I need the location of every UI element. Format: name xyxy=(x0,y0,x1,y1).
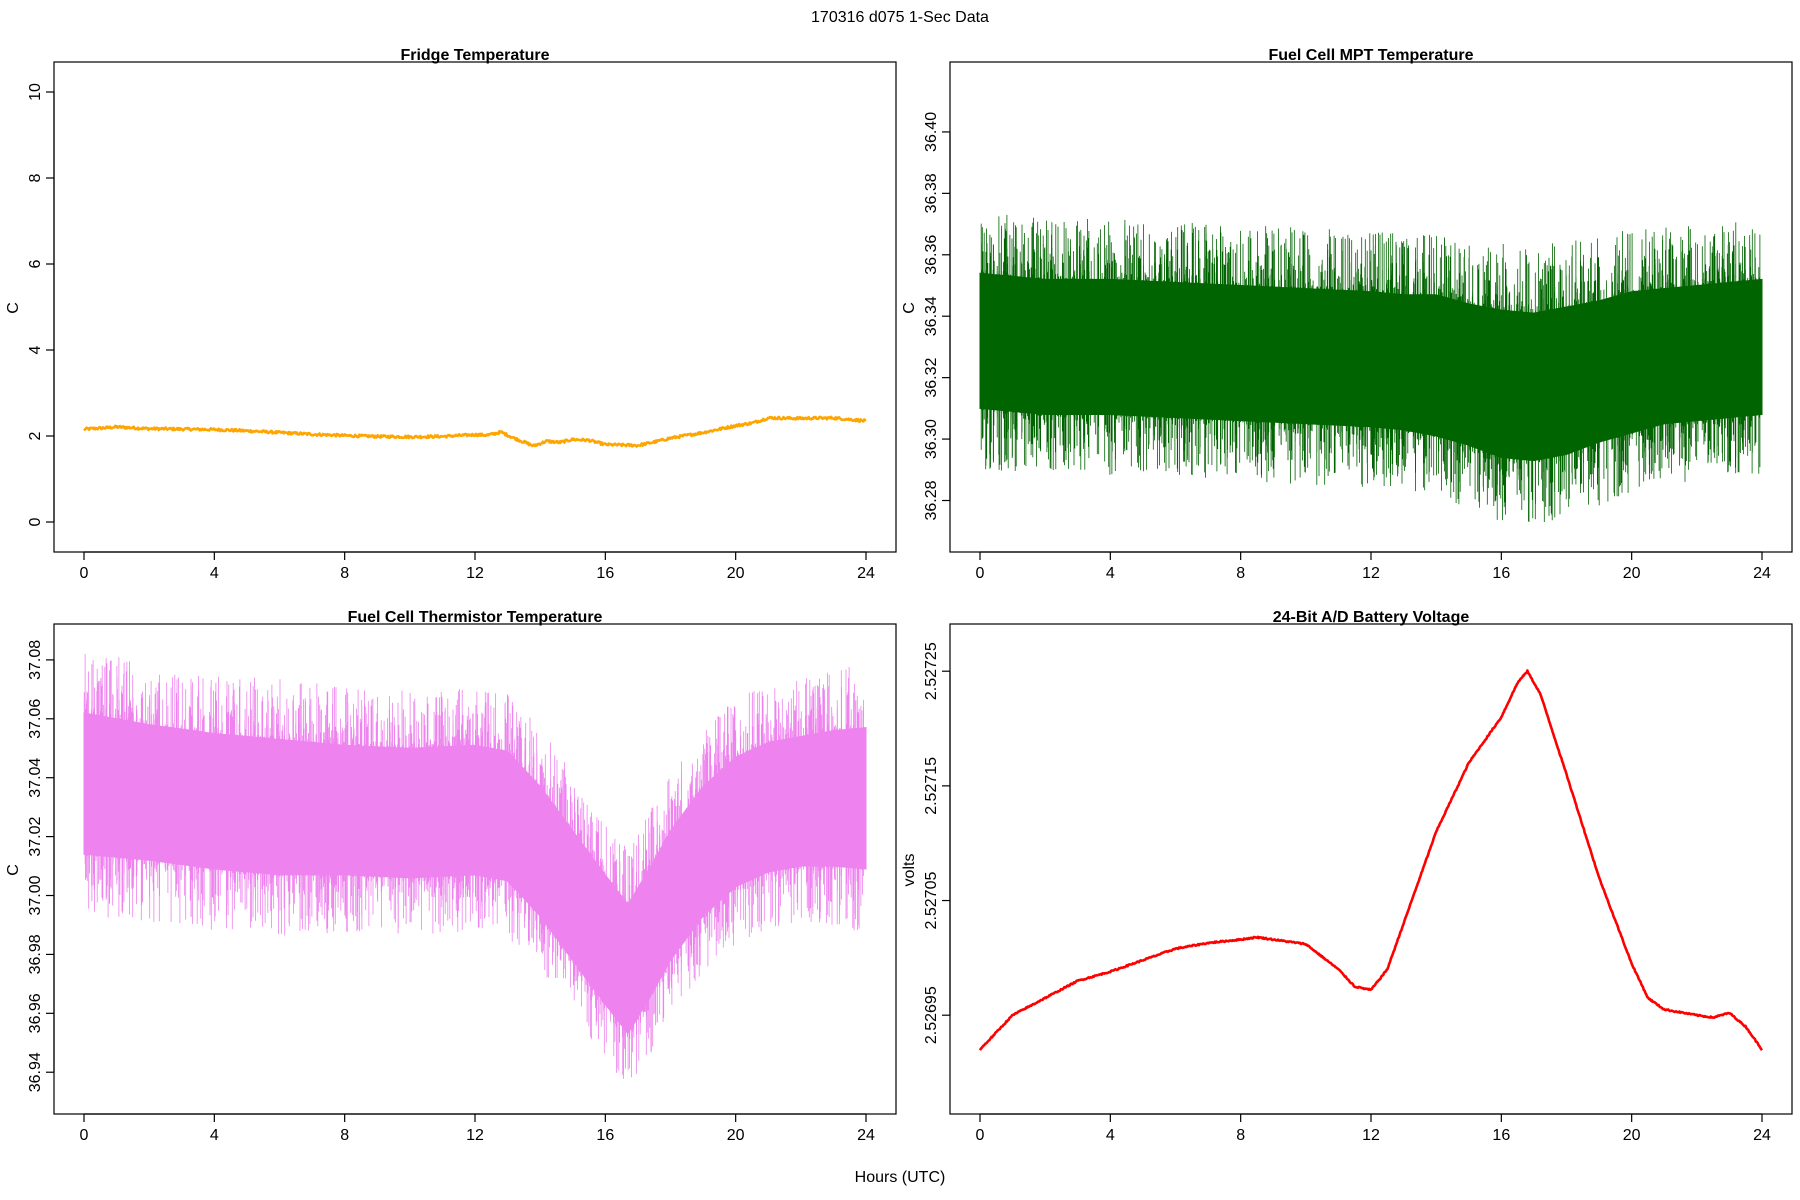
data-line xyxy=(83,415,867,448)
x-tick-label: 24 xyxy=(857,1127,875,1144)
x-axis: 0 4 8 12 16 20 24 xyxy=(976,1113,1771,1144)
y-tick-label: 36.28 xyxy=(923,480,940,520)
y-tick-label: 37.06 xyxy=(27,699,44,739)
y-tick-label: 36.98 xyxy=(27,934,44,974)
x-tick-label: 20 xyxy=(1623,1127,1641,1144)
x-tick-label: 8 xyxy=(1236,565,1245,582)
y-tick-label: 37.04 xyxy=(27,758,44,798)
x-tick-label: 12 xyxy=(1362,565,1380,582)
x-tick-label: 8 xyxy=(340,565,349,582)
data-line xyxy=(978,669,1764,1051)
y-tick-label: 2 xyxy=(27,431,44,440)
x-tick-label: 16 xyxy=(596,1127,614,1144)
y-axis-label: C xyxy=(5,302,22,314)
y-tick-label: 4 xyxy=(27,345,44,354)
y-tick-label: 0 xyxy=(27,517,44,526)
y-axis: 36.28 36.30 36.32 36.34 36.36 36.38 36.40 xyxy=(923,112,951,521)
panel-title: Fuel Cell Thermistor Temperature xyxy=(348,609,603,626)
x-tick-label: 4 xyxy=(1106,1127,1115,1144)
x-tick-label: 12 xyxy=(466,1127,484,1144)
plot-data xyxy=(979,215,1763,522)
x-tick-label: 4 xyxy=(210,1127,219,1144)
y-tick-label: 36.34 xyxy=(923,296,940,336)
x-tick-label: 20 xyxy=(1623,565,1641,582)
y-axis: 2.52695 2.52705 2.52715 2.52725 xyxy=(923,642,951,1044)
x-tick-label: 0 xyxy=(80,1127,89,1144)
y-tick-label: 37.08 xyxy=(27,640,44,680)
y-tick-label: 37.02 xyxy=(27,816,44,856)
y-tick-label: 10 xyxy=(27,83,44,101)
y-tick-label: 8 xyxy=(27,173,44,182)
y-tick-label: 2.52715 xyxy=(923,757,940,815)
panel-fuel-cell-mpt-temperature: Fuel Cell MPT Temperature C 0 4 8 12 16 20 24 3… xyxy=(901,47,1793,582)
x-tick-label: 4 xyxy=(1106,565,1115,582)
y-tick-label: 36.40 xyxy=(923,112,940,152)
y-tick-label: 2.52725 xyxy=(923,642,940,700)
panel-fuel-cell-thermistor-temperature: Fuel Cell Thermistor Temperature C 0 4 8 12… xyxy=(5,609,897,1144)
x-tick-label: 24 xyxy=(1753,565,1771,582)
y-tick-label: 36.36 xyxy=(923,235,940,275)
x-tick-label: 24 xyxy=(1753,1127,1771,1144)
y-axis: 36.94 36.96 36.98 37.00 37.02 37.04 37.06 37.08 xyxy=(27,640,55,1092)
x-tick-label: 16 xyxy=(596,565,614,582)
x-tick-label: 16 xyxy=(1492,1127,1510,1144)
y-tick-label: 36.94 xyxy=(27,1052,44,1092)
x-tick-label: 8 xyxy=(340,1127,349,1144)
plot-data xyxy=(83,415,867,448)
figure-xlabel: Hours (UTC) xyxy=(855,1169,946,1186)
x-tick-label: 4 xyxy=(210,565,219,582)
y-axis-label: C xyxy=(5,864,22,876)
data-spikes xyxy=(83,654,864,1079)
y-tick-label: 6 xyxy=(27,259,44,268)
x-tick-label: 0 xyxy=(976,1127,985,1144)
y-tick-label: 36.38 xyxy=(923,173,940,213)
y-tick-label: 2.52705 xyxy=(923,872,940,930)
x-tick-label: 0 xyxy=(80,565,89,582)
panel-battery-voltage: 24-Bit A/D Battery Voltage volts 0 4 8 12 16… xyxy=(901,609,1793,1144)
x-tick-label: 12 xyxy=(466,565,484,582)
data-spikes xyxy=(980,215,1761,522)
figure-title: 170316 d075 1-Sec Data xyxy=(811,9,989,26)
y-axis-label: C xyxy=(901,302,918,314)
x-axis: 0 4 8 12 16 20 24 xyxy=(976,551,1771,582)
x-tick-label: 12 xyxy=(1362,1127,1380,1144)
y-tick-label: 36.96 xyxy=(27,993,44,1033)
plot-data xyxy=(83,654,867,1079)
y-tick-label: 37.00 xyxy=(27,875,44,915)
y-axis-label: volts xyxy=(901,854,918,887)
y-tick-label: 2.52695 xyxy=(923,986,940,1044)
x-tick-label: 8 xyxy=(1236,1127,1245,1144)
plot-data xyxy=(978,669,1764,1051)
y-tick-label: 36.32 xyxy=(923,358,940,398)
x-tick-label: 16 xyxy=(1492,565,1510,582)
x-tick-label: 24 xyxy=(857,565,875,582)
panel-title: Fuel Cell MPT Temperature xyxy=(1268,47,1473,64)
x-tick-label: 0 xyxy=(976,565,985,582)
y-axis: 0 2 4 6 8 10 xyxy=(27,83,55,526)
panel-title: Fridge Temperature xyxy=(400,47,549,64)
x-axis: 0 4 8 12 16 20 24 xyxy=(80,551,875,582)
panel-title: 24-Bit A/D Battery Voltage xyxy=(1273,609,1470,626)
y-tick-label: 36.30 xyxy=(923,419,940,459)
x-axis: 0 4 8 12 16 20 24 xyxy=(80,1113,875,1144)
x-tick-label: 20 xyxy=(727,565,745,582)
x-tick-label: 20 xyxy=(727,1127,745,1144)
